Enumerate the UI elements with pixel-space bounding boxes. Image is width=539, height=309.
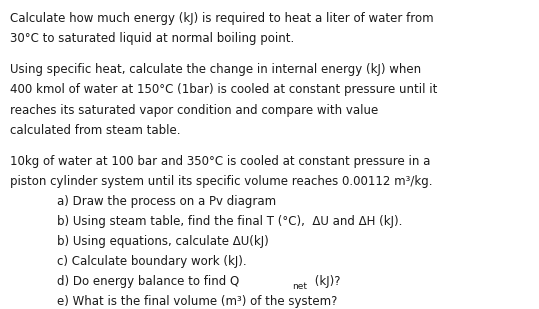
Text: a) Draw the process on a Pv diagram: a) Draw the process on a Pv diagram [57, 195, 276, 208]
Text: calculated from steam table.: calculated from steam table. [10, 124, 180, 137]
Text: Calculate how much energy (kJ) is required to heat a liter of water from: Calculate how much energy (kJ) is requir… [10, 12, 433, 25]
Text: d) Do energy balance to find Q: d) Do energy balance to find Q [57, 275, 239, 288]
Text: b) Using steam table, find the final T (°C),  ΔU and ΔH (kJ).: b) Using steam table, find the final T (… [57, 215, 402, 228]
Text: e) What is the final volume (m³) of the system?: e) What is the final volume (m³) of the … [57, 295, 337, 308]
Text: reaches its saturated vapor condition and compare with value: reaches its saturated vapor condition an… [10, 104, 378, 116]
Text: net: net [292, 282, 307, 291]
Text: piston cylinder system until its specific volume reaches 0.00112 m³/kg.: piston cylinder system until its specifi… [10, 175, 432, 188]
Text: 10kg of water at 100 bar and 350°C is cooled at constant pressure in a: 10kg of water at 100 bar and 350°C is co… [10, 154, 430, 167]
Text: b) Using equations, calculate ΔU(kJ): b) Using equations, calculate ΔU(kJ) [57, 235, 268, 248]
Text: 30°C to saturated liquid at normal boiling point.: 30°C to saturated liquid at normal boili… [10, 32, 294, 45]
Text: c) Calculate boundary work (kJ).: c) Calculate boundary work (kJ). [57, 255, 246, 268]
Text: 400 kmol of water at 150°C (1bar) is cooled at constant pressure until it: 400 kmol of water at 150°C (1bar) is coo… [10, 83, 437, 96]
Text: Using specific heat, calculate the change in internal energy (kJ) when: Using specific heat, calculate the chang… [10, 63, 421, 76]
Text: (kJ)?: (kJ)? [311, 275, 341, 288]
